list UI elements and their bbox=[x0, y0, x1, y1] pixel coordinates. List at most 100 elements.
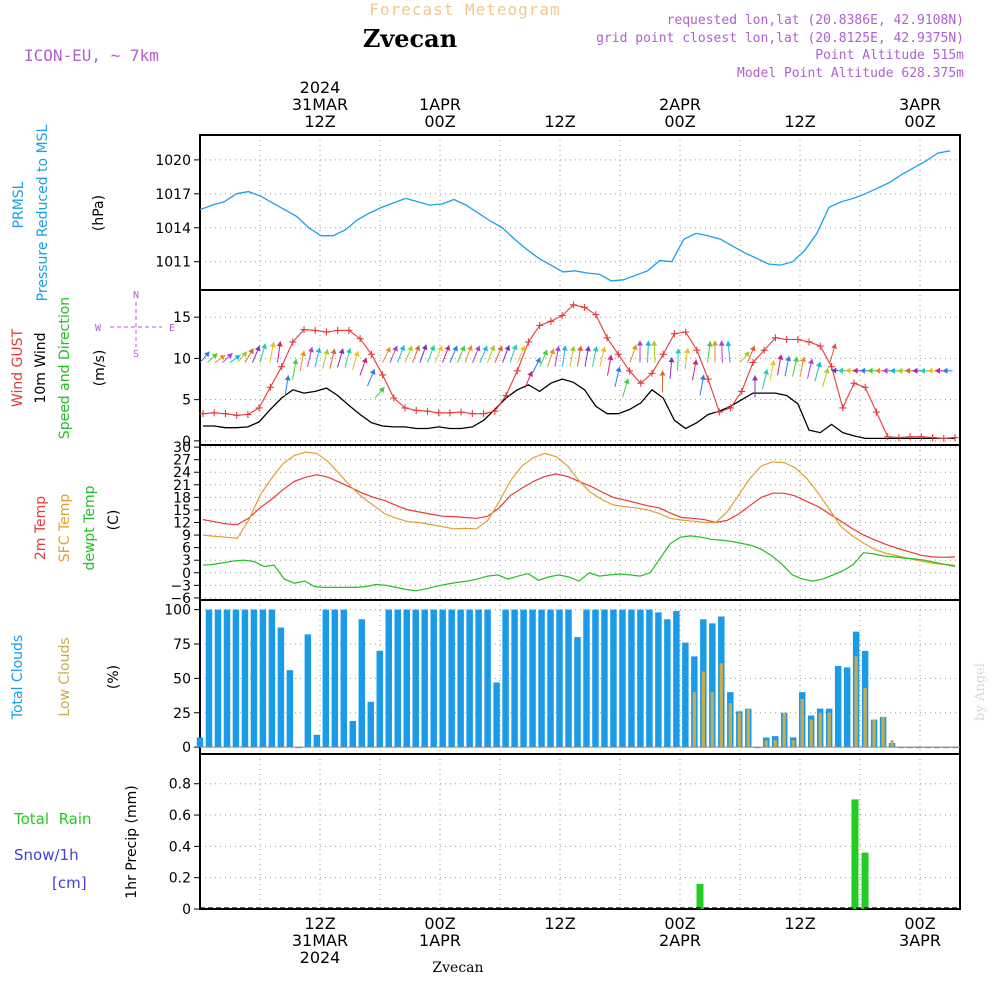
t2m-label: 2m Temp bbox=[33, 496, 49, 560]
compass-n: N bbox=[133, 290, 139, 301]
gust-marker bbox=[738, 387, 746, 395]
y-tick-label: 30 bbox=[173, 440, 191, 456]
y-tick-label: 5 bbox=[182, 393, 191, 409]
low-cloud-bar bbox=[701, 671, 705, 748]
sfc-temp-line bbox=[202, 451, 956, 566]
wind-arrowhead bbox=[752, 375, 758, 381]
gust-marker bbox=[255, 404, 263, 412]
dewpt-label: dewpt Temp bbox=[82, 485, 98, 570]
total-cloud-bar bbox=[448, 609, 455, 748]
wind-arrowhead bbox=[361, 357, 368, 364]
gust-marker bbox=[379, 371, 387, 379]
low-cloud-bar bbox=[881, 716, 885, 748]
total-cloud-bar bbox=[664, 619, 671, 748]
low-cloud-bar bbox=[737, 712, 741, 748]
low-cloud-bar bbox=[764, 740, 768, 748]
top-tick-label: 1APR bbox=[419, 95, 461, 114]
wind-arrowhead bbox=[623, 378, 630, 385]
y-tick-label: 1014 bbox=[155, 221, 191, 237]
gust-marker bbox=[603, 334, 611, 342]
gust-marker bbox=[457, 408, 465, 416]
gust-marker bbox=[895, 434, 903, 442]
gust-marker bbox=[929, 434, 937, 442]
wind-arrowhead bbox=[763, 369, 769, 375]
wind-arrowhead bbox=[561, 345, 568, 351]
wind-arrowhead bbox=[631, 344, 638, 351]
total-cloud-bar bbox=[322, 609, 330, 748]
total-cloud-bar bbox=[682, 642, 689, 748]
total-cloud-bar bbox=[538, 609, 545, 748]
wind-arrowhead bbox=[444, 345, 451, 351]
total-cloud-bar bbox=[484, 609, 491, 748]
gust-marker bbox=[233, 411, 241, 419]
wind-arrowhead bbox=[831, 343, 837, 350]
total-cloud-bar bbox=[286, 670, 294, 748]
gust-marker bbox=[345, 326, 353, 334]
total-cloud-bar bbox=[421, 609, 428, 748]
y-tick-label: 18 bbox=[173, 490, 191, 506]
wind-arrowhead bbox=[725, 340, 732, 347]
pressure-unit: (hPa) bbox=[91, 195, 107, 231]
wind-arrowhead bbox=[269, 341, 276, 348]
top-tick-label: 12Z bbox=[304, 112, 335, 131]
wind-arrowhead bbox=[882, 367, 888, 374]
total-cloud-bar bbox=[520, 609, 527, 748]
wind-arrowhead bbox=[254, 345, 261, 352]
wind-arrowhead bbox=[276, 341, 283, 347]
y-tick-label: 0.8 bbox=[169, 777, 191, 793]
y-tick-label: 0.4 bbox=[169, 839, 191, 855]
bottom-tick-label: 2APR bbox=[659, 931, 701, 950]
y-tick-label: 1017 bbox=[155, 187, 191, 203]
wind-arrowhead bbox=[905, 367, 910, 374]
low-cloud-bar bbox=[872, 719, 876, 748]
snow-label: Snow/1h bbox=[14, 846, 79, 864]
gust-marker bbox=[872, 408, 880, 416]
t2m-line bbox=[202, 473, 956, 558]
total-rain-label: Total Rain bbox=[13, 810, 92, 828]
bottom-tick-label: 31MAR bbox=[292, 931, 348, 950]
wind-arrowhead bbox=[785, 355, 792, 362]
wind-arrowhead bbox=[897, 367, 903, 374]
gust-marker bbox=[727, 404, 735, 412]
wind-arrowhead bbox=[692, 359, 699, 366]
total-cloud-bar bbox=[493, 682, 500, 748]
total-cloud-bar bbox=[367, 701, 375, 748]
total-cloud-bar bbox=[259, 609, 267, 748]
wind-arrowhead bbox=[429, 345, 436, 351]
y-tick-label: 15 bbox=[173, 503, 191, 519]
wind-unit: (m/s) bbox=[92, 350, 108, 387]
gust-marker bbox=[322, 328, 330, 336]
pressure-msl-label: Pressure Reduced to MSL bbox=[35, 124, 51, 301]
total-cloud-bar bbox=[565, 609, 572, 748]
wind-arrowhead bbox=[875, 367, 881, 374]
gust-marker bbox=[367, 350, 375, 358]
wind-arrowhead bbox=[452, 345, 458, 352]
bottom-tick-label: 00Z bbox=[664, 914, 695, 933]
wind-arrowhead bbox=[852, 367, 858, 374]
wind-arrowhead bbox=[942, 367, 948, 374]
total-cloud-bar bbox=[412, 609, 419, 748]
gust-marker bbox=[491, 407, 499, 415]
gust-marker bbox=[760, 346, 768, 354]
y-tick-label: 0.6 bbox=[169, 808, 191, 824]
low-cloud-bar bbox=[728, 703, 732, 748]
y-tick-label: 27 bbox=[173, 453, 191, 469]
wind-arrowhead bbox=[684, 347, 691, 354]
low-cloud-bar bbox=[773, 740, 777, 748]
total-cloud-bar bbox=[843, 667, 851, 748]
y-tick-label: 15 bbox=[173, 310, 191, 326]
total-cloud-bar bbox=[358, 619, 366, 748]
wind-arrowhead bbox=[353, 351, 360, 357]
gust-marker bbox=[289, 338, 297, 346]
bottom-tick-label: 12Z bbox=[544, 914, 575, 933]
low-cloud-bar bbox=[827, 712, 831, 748]
gust-marker bbox=[771, 334, 779, 342]
low-cloud-bar bbox=[809, 719, 813, 748]
gust-marker bbox=[839, 404, 847, 412]
total-cloud-bar bbox=[673, 611, 680, 748]
wind-arrowhead bbox=[284, 375, 291, 381]
gust-marker bbox=[693, 346, 701, 354]
top-tick-label: 31MAR bbox=[292, 95, 348, 114]
wind-arrowhead bbox=[659, 370, 666, 376]
total-cloud-bar bbox=[430, 609, 437, 748]
